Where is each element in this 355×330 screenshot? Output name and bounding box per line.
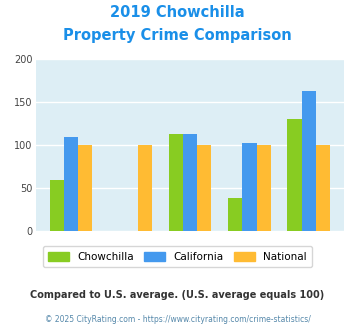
Bar [183, 134, 197, 231]
Bar [197, 145, 211, 231]
Text: Property Crime Comparison: Property Crime Comparison [63, 28, 292, 43]
Bar [64, 137, 78, 231]
Text: © 2025 CityRating.com - https://www.cityrating.com/crime-statistics/: © 2025 CityRating.com - https://www.city… [45, 315, 310, 324]
Bar [316, 145, 330, 231]
Bar [228, 198, 242, 231]
Bar [138, 145, 152, 231]
Text: 2019 Chowchilla: 2019 Chowchilla [110, 5, 245, 20]
Bar [169, 134, 183, 231]
Text: Compared to U.S. average. (U.S. average equals 100): Compared to U.S. average. (U.S. average … [31, 290, 324, 300]
Bar [78, 145, 92, 231]
Legend: Chowchilla, California, National: Chowchilla, California, National [43, 247, 312, 267]
Bar [242, 143, 257, 231]
Bar [302, 91, 316, 231]
Bar [257, 145, 271, 231]
Bar [50, 180, 64, 231]
Bar [288, 119, 302, 231]
